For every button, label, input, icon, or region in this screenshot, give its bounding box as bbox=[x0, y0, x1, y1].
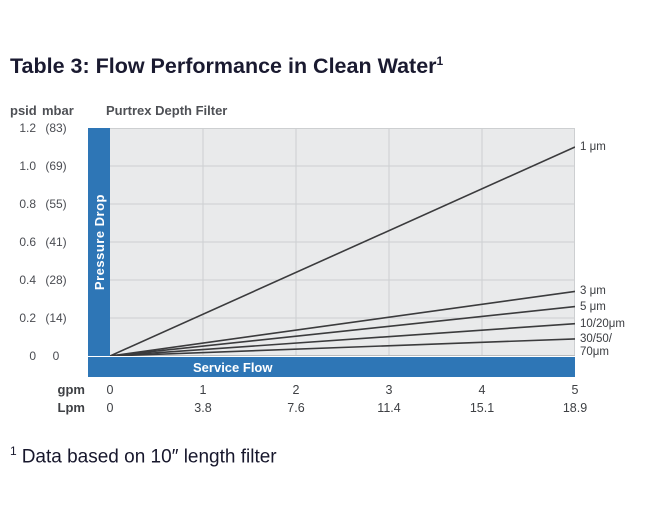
mbar-unit-label: mbar bbox=[42, 103, 74, 118]
x-tick-gpm: 3 bbox=[385, 383, 393, 397]
page-title: Table 3: Flow Performance in Clean Water… bbox=[10, 54, 443, 79]
pressure-drop-label: Pressure Drop bbox=[91, 193, 107, 291]
series-label-1-um: 1 μm bbox=[580, 141, 606, 153]
y-tick-psid: 1.2 bbox=[19, 121, 36, 135]
y-tick-mbar: (69) bbox=[45, 159, 67, 173]
page-title-text: Table 3: Flow Performance in Clean Water bbox=[10, 54, 437, 79]
x-tick-gpm: 0 bbox=[106, 383, 114, 397]
series-label-30-50-70-um: 30/50/ 70μm bbox=[580, 332, 612, 358]
footnote-text: Data based on 10″ length filter bbox=[21, 446, 277, 468]
series-label-3-um: 3 μm bbox=[580, 285, 606, 298]
y-axis-psid-ticks: 1.2 1.0 0.8 0.6 0.4 0.2 0 bbox=[4, 121, 36, 363]
y-axis-mbar-ticks: (83) (69) (55) (41) (28) (14) 0 bbox=[40, 121, 72, 363]
y-tick-psid: 0.2 bbox=[19, 311, 36, 325]
series-label-10-20-um: 10/20μm bbox=[580, 317, 625, 330]
y-tick-mbar: (28) bbox=[45, 273, 67, 287]
plot-svg bbox=[110, 128, 575, 356]
x-tick-lpm: 15.1 bbox=[469, 401, 495, 415]
plot-area bbox=[110, 128, 575, 356]
x-tick-gpm: 5 bbox=[571, 383, 579, 397]
pressure-drop-axis-bar: Pressure Drop bbox=[88, 128, 110, 356]
lpm-unit-label: Lpm bbox=[57, 400, 85, 415]
y-tick-mbar: (55) bbox=[45, 197, 67, 211]
footnote-superscript: 1 bbox=[10, 444, 17, 458]
x-tick-gpm: 1 bbox=[199, 383, 207, 397]
y-tick-mbar: 0 bbox=[52, 349, 60, 363]
service-flow-label: Service Flow bbox=[193, 359, 273, 375]
x-tick-lpm: 18.9 bbox=[562, 401, 588, 415]
y-tick-mbar: (41) bbox=[45, 235, 67, 249]
x-tick-gpm: 2 bbox=[292, 383, 300, 397]
chart-title: Purtrex Depth Filter bbox=[106, 103, 228, 118]
x-tick-gpm: 4 bbox=[478, 383, 486, 397]
service-flow-axis-bar: Service Flow bbox=[88, 357, 575, 377]
psid-unit-label: psid bbox=[10, 103, 37, 118]
y-tick-psid: 0.6 bbox=[19, 235, 36, 249]
series-label-5-um: 5 μm bbox=[580, 300, 606, 313]
x-axis-gpm-ticks: 0 1 2 3 4 5 bbox=[106, 383, 579, 397]
y-tick-psid: 0.4 bbox=[19, 273, 36, 287]
y-tick-psid: 1.0 bbox=[19, 159, 36, 173]
title-superscript: 1 bbox=[436, 54, 444, 68]
x-tick-lpm: 11.4 bbox=[377, 401, 401, 415]
y-tick-mbar: (83) bbox=[45, 121, 67, 135]
x-tick-lpm: 0 bbox=[106, 401, 114, 415]
x-tick-lpm: 3.8 bbox=[194, 401, 212, 415]
series-labels: 1 μm 3 μm 5 μm 10/20μm 30/50/ 70μm bbox=[580, 128, 648, 368]
x-axis-lpm-ticks: 0 3.8 7.6 11.4 15.1 18.9 bbox=[106, 401, 588, 415]
gpm-unit-label: gpm bbox=[57, 382, 85, 397]
y-tick-psid: 0 bbox=[29, 349, 36, 363]
y-tick-mbar: (14) bbox=[45, 311, 67, 325]
y-tick-psid: 0.8 bbox=[19, 197, 36, 211]
footnote: 1 Data based on 10″ length filter bbox=[10, 444, 277, 468]
x-tick-lpm: 7.6 bbox=[287, 401, 305, 415]
